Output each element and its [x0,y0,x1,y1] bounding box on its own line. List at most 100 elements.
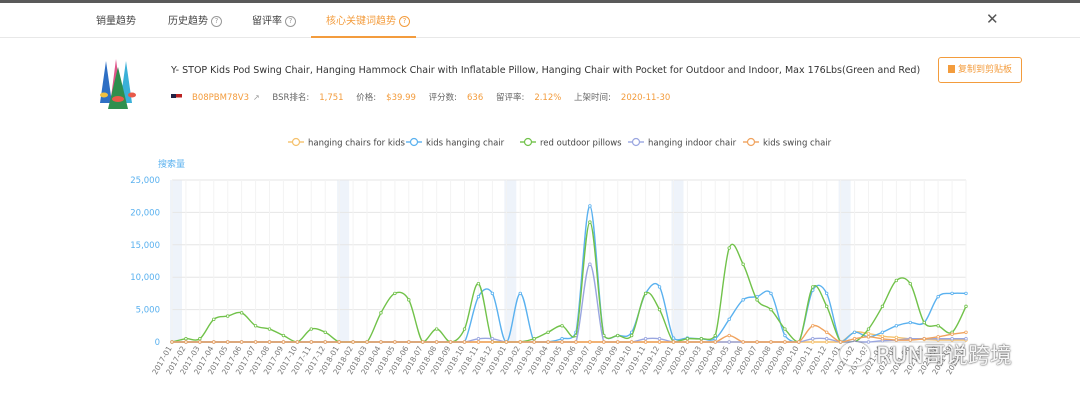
tab-core-keyword-trend[interactable]: 核心关键词趋势? [326,12,410,27]
data-point [253,324,258,328]
review-rate-value: 2.12% [534,93,562,103]
data-point [936,324,940,328]
data-point [407,340,411,344]
data-point [212,317,216,322]
legend-label: kids hanging chair [426,139,505,149]
tab-label: 留评率 [252,16,282,27]
data-point [783,340,787,344]
series-line [172,324,967,343]
data-point [811,340,815,344]
score-value: 636 [467,93,484,103]
data-point [198,340,202,344]
data-point [825,291,829,296]
data-point [379,311,383,315]
data-point [922,337,926,341]
data-point [295,340,300,344]
chart-series [170,204,968,344]
price-label: 价格: [356,93,377,103]
data-point [239,311,244,315]
tab-label: 销量趋势 [96,16,136,27]
year-band [170,180,182,342]
tab-review-rate[interactable]: 留评率? [252,12,296,27]
x-axis: 2017-012017-022017-032017-042017-052017-… [150,344,968,376]
asin-link[interactable]: B08PBM78V3 [192,93,249,103]
data-point [769,307,773,312]
data-point [560,324,564,328]
watermark-text: RUN哥说跨境 [876,344,1012,369]
data-point [685,337,690,341]
legend-marker [631,137,641,147]
tab-sales-trend[interactable]: 销量趋势 [96,12,136,27]
listed-date-label: 上架时间: [574,93,611,103]
data-point [699,337,704,341]
data-point [212,340,216,344]
data-point [281,340,286,344]
data-point [448,340,453,344]
data-point [462,340,467,344]
copy-icon [947,65,955,73]
review-rate-label: 留评率: [495,93,525,103]
data-point [964,337,968,341]
data-point [713,340,717,344]
data-point [880,330,885,334]
data-point [393,291,397,296]
data-point [852,330,857,334]
data-point [964,291,968,296]
data-point [741,340,745,344]
data-point [490,337,495,341]
score-label: 评分数: [428,93,457,103]
close-icon[interactable]: ✕ [986,10,999,28]
window-top-border [0,0,1080,3]
data-point [518,340,522,344]
data-point [462,327,467,331]
help-icon[interactable]: ? [285,16,296,27]
data-point [267,340,272,344]
product-thumbnail [100,59,136,109]
data-point [239,340,244,344]
data-point [964,304,968,309]
data-point [476,281,481,286]
copy-to-clipboard-button[interactable]: 复制到剪贴板 [938,57,1022,83]
data-point [407,298,411,302]
data-point [713,337,717,341]
data-point [643,291,648,296]
data-point [226,340,230,344]
y-tick-label: 10,000 [130,273,160,283]
data-point [880,304,885,309]
data-point [769,291,773,296]
data-point [490,340,495,344]
data-point [184,337,188,341]
active-tab-indicator [311,36,416,38]
legend-label: red outdoor pillows [540,139,622,149]
data-point [811,285,815,289]
data-point [936,335,940,339]
data-point [671,336,676,340]
wechat-icon [840,342,870,366]
tab-history-trend[interactable]: 历史趋势? [168,12,222,27]
data-point [351,340,355,344]
data-point [476,337,481,341]
external-link-icon[interactable]: ↗ [252,93,260,102]
help-icon[interactable]: ? [399,16,410,27]
year-band [671,180,684,342]
legend-label: hanging indoor chair [648,139,737,149]
data-point [616,333,620,338]
y-tick-label: 20,000 [130,208,160,218]
legend-label: kids swing chair [763,139,832,149]
data-point [741,298,745,302]
help-icon[interactable]: ? [211,16,222,27]
year-band [337,180,350,342]
data-point [825,337,829,341]
data-point [337,340,341,344]
data-point [588,220,592,224]
data-point [198,337,202,341]
data-point [616,340,620,344]
data-point [894,324,899,328]
data-point [434,340,439,344]
legend-marker [409,137,419,147]
data-point [434,327,439,331]
data-point [588,340,592,344]
chart-legend: hanging chairs for kids kids hanging chai… [288,137,832,149]
data-point [184,340,188,344]
bsr-value: 1,751 [319,93,344,103]
